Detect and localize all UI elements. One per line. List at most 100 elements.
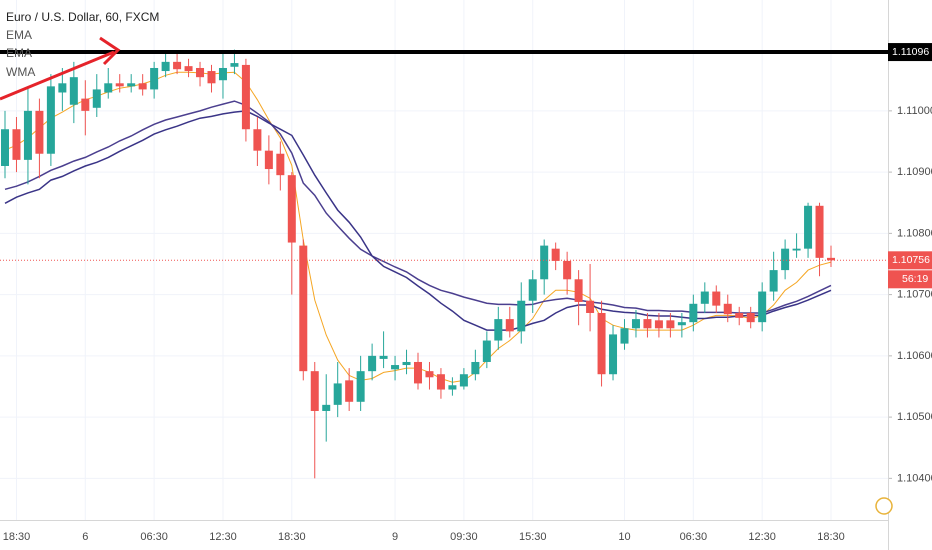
- candle-body: [184, 66, 193, 72]
- candle-body: [333, 383, 342, 405]
- arrow-head: [99, 36, 121, 66]
- candle-body: [620, 328, 629, 344]
- candle-body: [391, 365, 400, 370]
- candle-body: [482, 340, 491, 362]
- candle-body: [379, 355, 388, 359]
- candle-body: [563, 260, 572, 280]
- candle-body: [746, 312, 755, 323]
- candle-body: [494, 319, 503, 341]
- candle-body: [58, 83, 67, 93]
- legend-entry: EMA: [6, 46, 32, 60]
- candle-body: [414, 361, 422, 384]
- candle-body: [574, 279, 583, 302]
- candle-body: [253, 129, 262, 151]
- candle-body: [115, 83, 124, 87]
- candle-body: [677, 322, 686, 326]
- candle-body: [586, 300, 595, 313]
- candle-body: [436, 374, 445, 390]
- hline-label-box: [888, 43, 932, 62]
- x-tick-label: 10: [618, 531, 630, 543]
- candle-body: [161, 61, 170, 72]
- y-tick-label: 1.10500: [897, 411, 932, 423]
- last-price-label: 1.10756: [892, 254, 930, 266]
- candle-body: [735, 312, 744, 318]
- x-tick-label: 12:30: [748, 531, 776, 543]
- candle-body: [368, 355, 377, 372]
- candle-body: [173, 61, 182, 70]
- candle-body: [609, 334, 618, 375]
- arrow: [0, 36, 121, 101]
- x-tick-label: 18:30: [817, 531, 845, 543]
- candle-body: [310, 371, 319, 411]
- candle-body: [207, 71, 216, 84]
- candle-body: [150, 67, 159, 90]
- candle-body: [666, 320, 675, 329]
- candle-body: [218, 67, 227, 81]
- candle-body: [804, 205, 813, 249]
- candle-body: [276, 153, 285, 176]
- x-tick-label: 06:30: [140, 531, 168, 543]
- legend-entry: WMA: [6, 65, 35, 79]
- x-tick-label: 06:30: [680, 531, 708, 543]
- candle-body: [230, 63, 239, 67]
- arrow-shaft: [0, 50, 115, 101]
- candle-body: [264, 150, 273, 170]
- candle-body: [138, 83, 147, 90]
- x-tick-label: 6: [82, 531, 88, 543]
- candle-body: [551, 248, 560, 261]
- candle-body: [505, 319, 514, 332]
- y-tick-label: 1.10600: [897, 350, 932, 362]
- y-tick-label: 1.11000: [897, 105, 932, 117]
- candle-body: [356, 371, 365, 402]
- candle-body: [104, 83, 113, 93]
- candle-body: [471, 361, 480, 375]
- countdown-box: [888, 270, 932, 289]
- candle-body: [597, 312, 606, 375]
- candle-body: [517, 300, 526, 332]
- y-tick-label: 1.10700: [897, 289, 932, 301]
- x-tick-label: 15:30: [519, 531, 547, 543]
- candle-body: [92, 89, 101, 108]
- candle-body: [299, 245, 308, 372]
- candle-body: [69, 77, 78, 105]
- x-tick-label: 12:30: [209, 531, 237, 543]
- candle-body: [528, 279, 537, 301]
- y-tick-label: 1.10800: [897, 227, 932, 239]
- candle-body: [689, 303, 698, 323]
- candle-body: [287, 175, 296, 243]
- candle-body: [402, 361, 411, 366]
- countdown-label: 56:19: [902, 273, 928, 285]
- candle-body: [46, 86, 55, 154]
- candle-body: [127, 83, 136, 87]
- candle-body: [81, 98, 90, 111]
- y-tick-label: 1.10400: [897, 472, 932, 484]
- candle-body: [827, 257, 835, 261]
- candle-body: [196, 67, 205, 78]
- hline-label: 1.11096: [892, 46, 929, 58]
- candle-body: [654, 320, 663, 329]
- candle-body: [241, 64, 250, 130]
- candle-body: [792, 248, 801, 251]
- candle-body: [448, 385, 457, 390]
- logo-icon[interactable]: [875, 497, 893, 515]
- candle-body: [781, 248, 790, 271]
- candle-body: [643, 319, 652, 329]
- y-tick-label: 1.10900: [897, 166, 932, 178]
- candle-body: [345, 380, 354, 402]
- candles: [1, 49, 835, 479]
- candle-body: [631, 319, 640, 329]
- candle-body: [769, 270, 778, 292]
- chart-title: Euro / U.S. Dollar, 60, FXCM: [6, 10, 159, 24]
- candle-body: [758, 291, 767, 323]
- candle-body: [35, 110, 44, 154]
- candle-body: [815, 205, 824, 258]
- legend-entry: EMA: [6, 28, 32, 42]
- candle-body: [1, 129, 9, 166]
- candle-body: [540, 245, 549, 280]
- last-price-box: [888, 251, 932, 270]
- candle-body: [723, 303, 732, 315]
- candle-body: [23, 110, 32, 160]
- candle-body: [425, 371, 434, 378]
